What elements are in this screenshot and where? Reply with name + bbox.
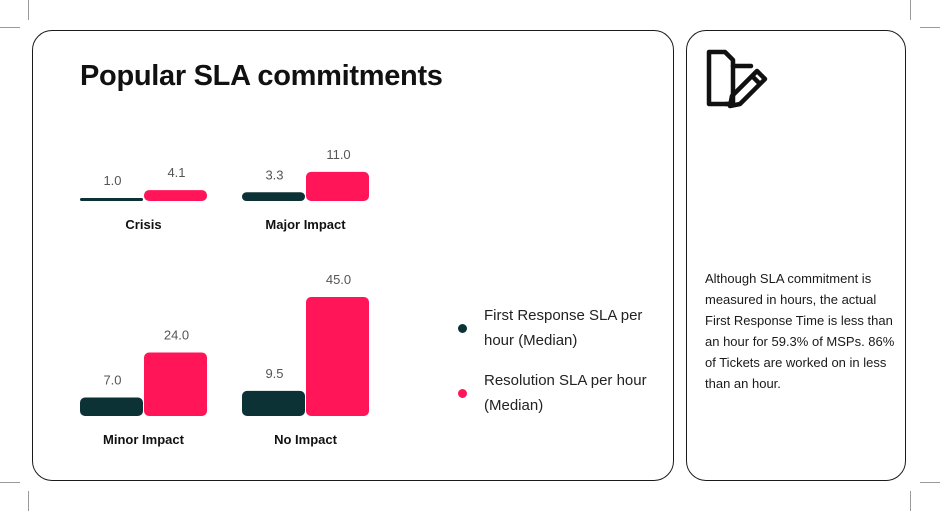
bar bbox=[242, 390, 305, 416]
data-label: 11.0 bbox=[326, 147, 350, 162]
data-label: 1.0 bbox=[103, 173, 121, 188]
category-label: No Impact bbox=[274, 432, 338, 447]
category-label: Major Impact bbox=[265, 217, 346, 232]
legend-swatch-resolution bbox=[458, 389, 467, 398]
legend-swatch-first-response bbox=[458, 324, 467, 333]
legend-label: First Response SLA per hour (Median) bbox=[484, 307, 643, 349]
data-label: 24.0 bbox=[164, 328, 189, 343]
bar bbox=[306, 297, 369, 416]
crop-mark bbox=[910, 0, 911, 20]
bar bbox=[80, 397, 143, 416]
crop-mark bbox=[910, 491, 911, 511]
bar bbox=[306, 171, 369, 201]
crop-mark bbox=[0, 27, 20, 28]
edit-note-icon bbox=[706, 49, 768, 109]
data-label: 3.3 bbox=[265, 167, 283, 182]
crop-mark bbox=[28, 0, 29, 20]
data-label: 4.1 bbox=[167, 165, 185, 180]
crop-mark bbox=[0, 482, 20, 483]
category-label: Crisis bbox=[125, 217, 161, 232]
data-label: 45.0 bbox=[326, 272, 351, 287]
category-label: Minor Impact bbox=[103, 432, 185, 447]
bar bbox=[80, 198, 143, 201]
page-title: Popular SLA commitments bbox=[80, 60, 443, 92]
bar bbox=[144, 190, 207, 201]
crop-mark bbox=[920, 27, 940, 28]
legend-label: Resolution SLA per hour (Median) bbox=[484, 372, 647, 414]
note-text: Although SLA commitment is measured in h… bbox=[705, 271, 895, 391]
bar bbox=[144, 352, 207, 416]
crop-mark bbox=[920, 482, 940, 483]
crop-mark bbox=[28, 491, 29, 511]
data-label: 9.5 bbox=[265, 366, 283, 381]
data-label: 7.0 bbox=[103, 372, 121, 387]
bar bbox=[242, 192, 305, 201]
